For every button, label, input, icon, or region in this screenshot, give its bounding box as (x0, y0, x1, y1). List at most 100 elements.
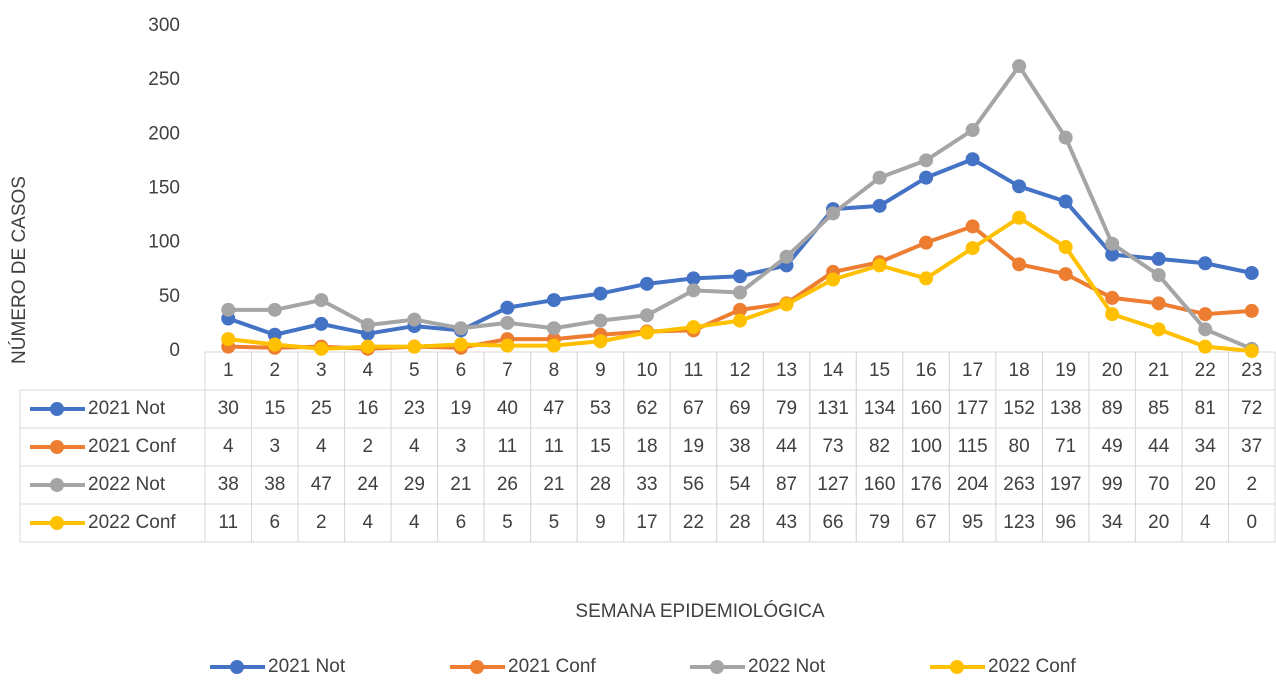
table-series-name: 2021 Conf (88, 436, 176, 457)
marker (407, 339, 422, 354)
marker (1105, 290, 1120, 305)
table-value: 4 (409, 512, 420, 533)
marker (593, 313, 608, 328)
x-tick-label: 5 (409, 360, 420, 381)
table-value: 3 (456, 436, 467, 457)
x-axis-title: SEMANA EPIDEMIOLÓGICA (575, 600, 824, 622)
table-value: 37 (1241, 436, 1262, 457)
marker (733, 302, 747, 317)
marker (779, 297, 794, 312)
x-tick-label: 1 (223, 360, 234, 381)
marker (1012, 257, 1027, 272)
y-tick-label: 300 (148, 15, 180, 36)
marker (965, 219, 980, 234)
marker (639, 276, 654, 291)
marker (872, 198, 887, 213)
x-tick-label: 11 (684, 360, 704, 381)
table-value: 38 (264, 474, 285, 495)
marker (407, 312, 422, 327)
marker (686, 271, 701, 286)
table-value: 38 (218, 474, 239, 495)
table-value: 11 (218, 512, 238, 533)
table-value: 204 (957, 474, 989, 495)
table-value: 21 (450, 474, 471, 495)
marker (1012, 210, 1027, 225)
table-value: 2 (363, 436, 374, 457)
table-value: 40 (497, 398, 518, 419)
marker (1198, 322, 1213, 337)
table-cell (1227, 503, 1276, 543)
table-value: 47 (543, 398, 564, 419)
marker (826, 272, 841, 287)
marker (1244, 303, 1259, 318)
marker (1058, 267, 1073, 282)
table-value: 15 (590, 436, 611, 457)
x-tick-label: 23 (1241, 360, 1262, 381)
table-value: 33 (636, 474, 657, 495)
table-value: 44 (776, 436, 798, 457)
table-value: 134 (864, 398, 896, 419)
table-value: 20 (1148, 512, 1169, 533)
table-value: 62 (636, 398, 657, 419)
table-value: 29 (404, 474, 425, 495)
table-value: 11 (544, 436, 564, 457)
y-tick-label: 50 (159, 286, 180, 307)
x-tick-label: 17 (962, 360, 983, 381)
x-tick-label: 20 (1102, 360, 1123, 381)
marker (919, 170, 934, 185)
table-value: 4 (316, 436, 327, 457)
table-value: 24 (357, 474, 379, 495)
table-value: 38 (729, 436, 750, 457)
table-value: 16 (357, 398, 378, 419)
x-tick-label: 6 (456, 360, 467, 381)
table-value: 44 (1148, 436, 1170, 457)
marker (267, 337, 282, 352)
marker (826, 206, 841, 221)
marker (500, 338, 515, 353)
x-tick-label: 12 (729, 360, 750, 381)
table-value: 197 (1050, 474, 1082, 495)
marker (453, 337, 468, 352)
table-value: 263 (1003, 474, 1035, 495)
table-value: 20 (1195, 474, 1216, 495)
table-value: 21 (543, 474, 564, 495)
table-value: 3 (269, 436, 280, 457)
marker (221, 302, 236, 317)
marker (267, 302, 282, 317)
table-value: 43 (776, 512, 797, 533)
table-value: 82 (869, 436, 890, 457)
table-value: 18 (636, 436, 657, 457)
table-value: 19 (450, 398, 471, 419)
marker (965, 152, 980, 167)
table-value: 95 (962, 512, 983, 533)
marker (1105, 247, 1120, 262)
table-value: 73 (822, 436, 843, 457)
table-value: 19 (683, 436, 704, 457)
table-value: 115 (957, 436, 987, 457)
table-value: 11 (498, 436, 518, 457)
marker (546, 321, 561, 336)
marker (360, 318, 375, 332)
marker (779, 249, 794, 264)
marker (1198, 256, 1213, 271)
table-value: 34 (1195, 436, 1217, 457)
table-value: 81 (1195, 398, 1216, 419)
table-value: 25 (311, 398, 332, 419)
table-value: 53 (590, 398, 611, 419)
marker (1198, 339, 1213, 354)
table-value: 80 (1009, 436, 1030, 457)
table-value: 96 (1055, 512, 1076, 533)
marker (267, 327, 282, 342)
table-value: 26 (497, 474, 518, 495)
marker (733, 313, 747, 328)
table-value: 47 (311, 474, 332, 495)
marker (1151, 322, 1166, 337)
x-tick-label: 3 (316, 360, 327, 381)
table-value: 72 (1241, 398, 1262, 419)
marker (1151, 268, 1166, 283)
marker (221, 332, 236, 347)
table-value: 5 (549, 512, 560, 533)
table-value: 152 (1003, 398, 1035, 419)
x-tick-label: 14 (822, 360, 844, 381)
